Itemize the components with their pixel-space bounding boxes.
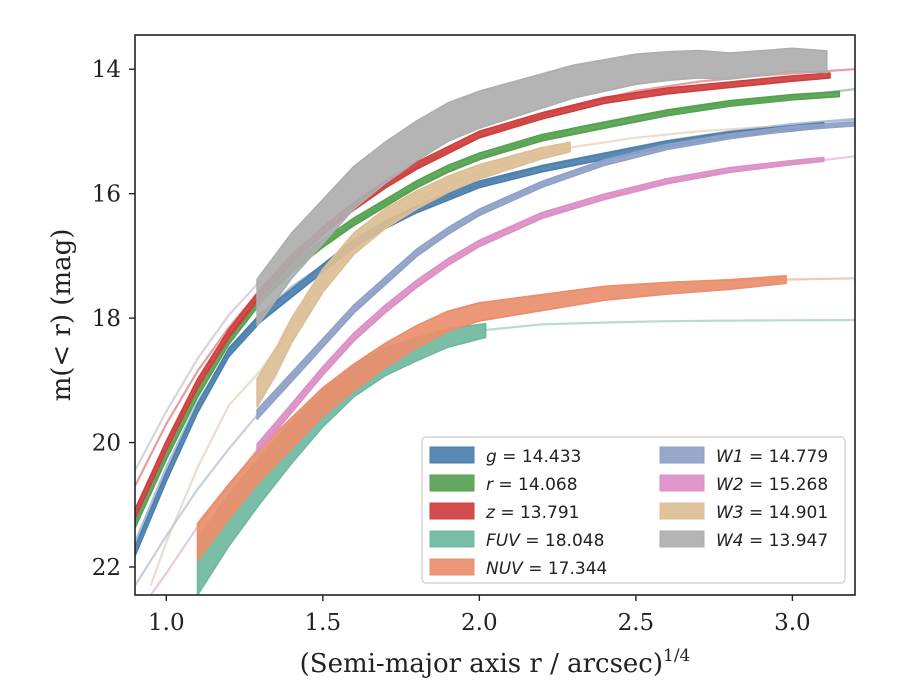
legend-swatch-w3 bbox=[659, 502, 705, 520]
legend-series-total: = 17.344 bbox=[523, 559, 608, 579]
plot-area bbox=[135, 47, 855, 595]
legend-series-name: W3 bbox=[716, 503, 744, 523]
legend-swatch-nuv bbox=[429, 558, 475, 576]
legend-label-w2: W2 = 15.268 bbox=[716, 475, 828, 495]
legend-series-total: = 13.947 bbox=[744, 531, 829, 551]
x-axis-label-text: (Semi-major axis r / arcsec) bbox=[300, 649, 663, 679]
legend-series-name: W1 bbox=[716, 447, 744, 467]
legend-label-w3: W3 = 14.901 bbox=[716, 503, 828, 523]
legend-series-name: r bbox=[486, 475, 494, 495]
y-tick-label: 22 bbox=[92, 555, 121, 581]
axes-frame bbox=[134, 34, 856, 596]
legend-swatch-r bbox=[429, 474, 475, 492]
legend-entry-w4: W4 = 13.947 bbox=[659, 530, 828, 551]
x-tick-label: 2.5 bbox=[618, 610, 655, 636]
legend-entry-g: g = 14.433 bbox=[429, 446, 581, 467]
legend-label-w4: W4 = 13.947 bbox=[716, 531, 828, 551]
profile-band-nuv bbox=[196, 275, 787, 562]
legend-swatch-z bbox=[429, 502, 475, 520]
legend-entry-w2: W2 = 15.268 bbox=[659, 474, 828, 495]
legend-series-name: z bbox=[485, 503, 496, 523]
legend-entry-r: r = 14.068 bbox=[429, 474, 578, 495]
legend-swatch-g bbox=[429, 446, 475, 464]
y-axis-label: m(< r) (mag) bbox=[47, 229, 77, 402]
x-axis-label-exponent: 1/4 bbox=[663, 646, 690, 666]
legend-series-total: = 14.779 bbox=[744, 447, 829, 467]
legend-entry-w1: W1 = 14.779 bbox=[659, 446, 828, 467]
legend-swatch-w1 bbox=[659, 446, 705, 464]
x-axis-label: (Semi-major axis r / arcsec)1/4 bbox=[300, 646, 691, 679]
plot-clip-group bbox=[135, 47, 855, 595]
legend-series-name: W2 bbox=[716, 475, 744, 495]
legend-entry-nuv: NUV = 17.344 bbox=[429, 558, 607, 579]
legend-series-total: = 14.068 bbox=[493, 475, 578, 495]
legend-label-r: r = 14.068 bbox=[486, 475, 578, 495]
y-tick-label: 14 bbox=[92, 57, 121, 83]
legend-entry-fuv: FUV = 18.048 bbox=[429, 530, 604, 551]
legend-entry-z: z = 13.791 bbox=[429, 502, 579, 523]
legend-series-name: W4 bbox=[716, 531, 744, 551]
legend-series-name: g bbox=[486, 447, 497, 467]
legend-label-w1: W1 = 14.779 bbox=[716, 447, 828, 467]
legend-label-fuv: FUV = 18.048 bbox=[486, 531, 604, 551]
x-tick-label: 1.0 bbox=[148, 610, 185, 636]
legend-swatch-w2 bbox=[659, 474, 705, 492]
legend-series-total: = 14.433 bbox=[497, 447, 582, 467]
legend-series-name: FUV bbox=[486, 531, 521, 551]
legend-swatch-w4 bbox=[659, 530, 705, 548]
legend-series-total: = 18.048 bbox=[520, 531, 605, 551]
legend-box bbox=[421, 436, 846, 584]
legend-series-total: = 15.268 bbox=[744, 475, 829, 495]
profile-band-w2 bbox=[256, 156, 825, 455]
profile-band-w4 bbox=[256, 47, 828, 327]
legend-entry-w3: W3 = 14.901 bbox=[659, 502, 828, 523]
x-tick-label: 3.0 bbox=[774, 610, 811, 636]
y-tick-label: 18 bbox=[92, 306, 121, 332]
profile-band-w1 bbox=[256, 121, 855, 420]
y-tick-label: 16 bbox=[92, 182, 121, 208]
axes: 1.0 1.5 2.0 2.5 3.0 14 16 18 20 22 bbox=[92, 34, 856, 636]
legend-series-total: = 13.791 bbox=[495, 503, 580, 523]
legend-label-nuv: NUV = 17.344 bbox=[486, 559, 607, 579]
y-tick-label: 20 bbox=[92, 431, 121, 457]
legend-label-z: z = 13.791 bbox=[485, 503, 579, 523]
x-tick-label: 2.0 bbox=[461, 610, 498, 636]
model-curve-fuv bbox=[479, 318, 855, 332]
profile-band-w3 bbox=[256, 141, 571, 408]
model-curve-w4 bbox=[135, 280, 262, 472]
legend-label-g: g = 14.433 bbox=[486, 447, 581, 467]
legend-swatch-fuv bbox=[429, 530, 475, 548]
legend-series-total: = 14.901 bbox=[744, 503, 829, 523]
x-tick-label: 1.5 bbox=[305, 610, 342, 636]
legend-series-name: NUV bbox=[486, 559, 524, 579]
